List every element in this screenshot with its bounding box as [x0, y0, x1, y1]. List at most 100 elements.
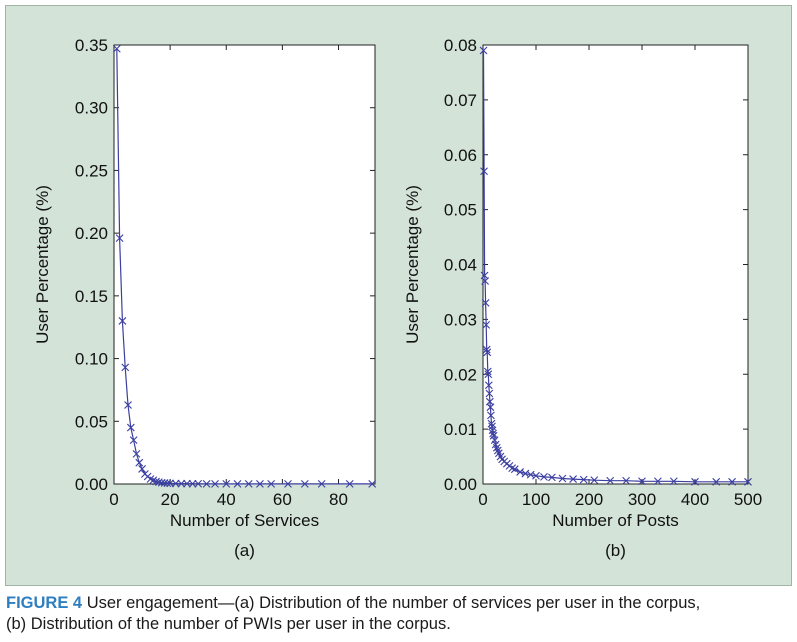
- data-point: [669, 477, 678, 486]
- y-tick-label: 0.15: [75, 287, 108, 306]
- data-point: [166, 479, 175, 488]
- data-point: [486, 403, 495, 412]
- data-point: [569, 475, 577, 483]
- data-point: [744, 477, 752, 486]
- data-point: [483, 348, 492, 357]
- data-point: [124, 401, 132, 409]
- data-point: [638, 477, 646, 486]
- x-axis-label: Number of Posts: [552, 511, 679, 530]
- data-point: [510, 465, 519, 474]
- data-point: [188, 479, 197, 488]
- data-point: [485, 389, 494, 398]
- figure-caption: FIGURE 4 User engagement—(a) Distributio…: [6, 593, 791, 635]
- data-point: [484, 381, 493, 390]
- data-point: [118, 317, 127, 325]
- data-point: [194, 479, 203, 488]
- data-point: [284, 479, 292, 488]
- data-point: [317, 479, 326, 488]
- y-tick-label: 0.10: [75, 350, 108, 369]
- x-tick-label: 20: [161, 490, 180, 509]
- data-point: [728, 477, 736, 486]
- data-point: [222, 479, 231, 488]
- data-point: [516, 468, 524, 476]
- data-point: [171, 479, 180, 488]
- data-point: [202, 479, 211, 488]
- y-tick-label: 0.02: [444, 365, 477, 384]
- y-tick-label: 0.06: [444, 146, 477, 165]
- data-point: [480, 167, 488, 176]
- data-point: [115, 234, 124, 243]
- data-point: [484, 370, 493, 379]
- data-point: [211, 479, 219, 488]
- y-axis-label: User Percentage (%): [403, 185, 422, 344]
- caption-text-line2: (b) Distribution of the number of PWIs p…: [6, 615, 451, 633]
- x-tick-label: 100: [522, 490, 550, 509]
- data-point: [548, 473, 556, 482]
- data-point: [606, 476, 615, 485]
- plot-area: [113, 44, 376, 485]
- panel-label: (b): [605, 541, 626, 560]
- x-tick-label: 60: [273, 490, 292, 509]
- y-tick-label: 0.00: [75, 475, 108, 494]
- data-point: [126, 423, 135, 432]
- data-point: [129, 436, 138, 444]
- data-point: [163, 479, 172, 488]
- x-tick-label: 300: [628, 490, 656, 509]
- x-tick-label: 40: [217, 490, 236, 509]
- y-tick-label: 0.08: [444, 36, 477, 55]
- data-point: [482, 345, 491, 354]
- data-point: [479, 46, 488, 55]
- y-tick-label: 0.00: [444, 475, 477, 494]
- data-point: [233, 479, 242, 488]
- data-point: [483, 367, 492, 376]
- data-point: [345, 479, 354, 488]
- data-point: [490, 436, 499, 444]
- y-tick-label: 0.35: [75, 36, 108, 55]
- data-point: [622, 476, 630, 485]
- data-point: [300, 479, 309, 488]
- y-axis-label: User Percentage (%): [33, 185, 52, 344]
- data-point: [138, 465, 146, 473]
- figure-label: FIGURE 4: [6, 594, 83, 612]
- panel-label: (a): [234, 541, 255, 560]
- caption-text-line1: User engagement—(a) Distribution of the …: [82, 594, 701, 612]
- x-tick-label: 0: [109, 490, 118, 509]
- data-point: [487, 411, 495, 420]
- x-tick-label: 0: [478, 490, 487, 509]
- data-point: [267, 479, 276, 488]
- y-tick-label: 0.03: [444, 310, 477, 329]
- data-point: [132, 450, 141, 458]
- data-point: [508, 464, 517, 472]
- data-point: [489, 431, 498, 440]
- y-tick-label: 0.07: [444, 91, 477, 110]
- y-tick-label: 0.01: [444, 420, 477, 439]
- data-point: [135, 458, 144, 467]
- figure-charts: 0.00 0.05 0.10 0.15 0.20 0.25 0.30 0.35 0 20 40 60 8…: [33, 36, 762, 560]
- y-tick-label: 0.05: [444, 201, 477, 220]
- data-point: [256, 479, 264, 488]
- y-tick-label: 0.20: [75, 224, 108, 243]
- data-point: [532, 471, 540, 480]
- x-tick-label: 400: [681, 490, 709, 509]
- data-point: [481, 277, 490, 285]
- data-point: [177, 479, 186, 488]
- x-tick-label: 200: [575, 490, 603, 509]
- data-point: [493, 446, 502, 455]
- data-point: [481, 299, 490, 307]
- y-tick-label: 0.05: [75, 412, 108, 431]
- y-tick-label: 0.04: [444, 256, 477, 275]
- data-point: [368, 479, 377, 488]
- data-point: [487, 419, 496, 428]
- data-point: [590, 476, 599, 485]
- data-point: [492, 443, 501, 452]
- data-point: [112, 44, 121, 53]
- data-point: [691, 477, 699, 486]
- data-point: [121, 363, 130, 372]
- data-point: [244, 479, 253, 488]
- x-axis-label: Number of Services: [170, 511, 319, 530]
- data-point: [482, 320, 491, 329]
- data-point: [712, 477, 721, 486]
- chart-a: 0.00 0.05 0.10 0.15 0.20 0.25 0.30 0.35 0 20 40 60 8…: [33, 36, 377, 560]
- data-point: [540, 472, 548, 481]
- data-point: [183, 479, 191, 488]
